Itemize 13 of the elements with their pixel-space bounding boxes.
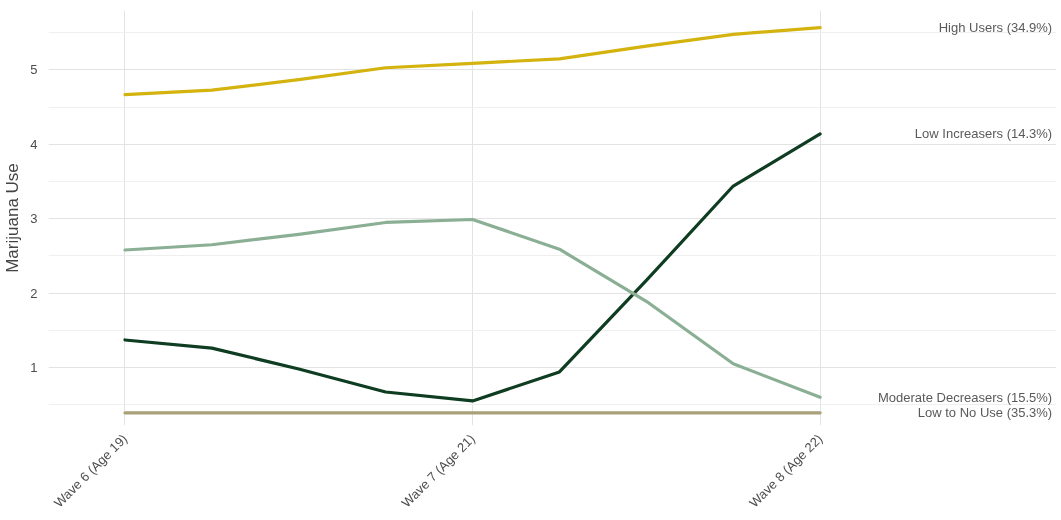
line-series — [123, 217, 822, 399]
y-axis-title: Marijuana Use — [3, 163, 23, 273]
line-series — [123, 132, 822, 403]
line-series — [123, 26, 822, 97]
text: High Users (34.9%) — [938, 20, 1053, 36]
y-tick-label: 3 — [30, 211, 38, 227]
y-tick-label: 5 — [30, 62, 38, 78]
text: Low to No Use (35.3%) — [917, 405, 1053, 421]
y-tick-label: 1 — [30, 359, 38, 375]
text: Moderate Decreasers (15.5%) — [878, 389, 1053, 405]
text: Low Increasers (14.3%) — [914, 126, 1053, 142]
y-tick-label: 2 — [30, 285, 38, 301]
y-tick-label: 4 — [30, 136, 38, 152]
